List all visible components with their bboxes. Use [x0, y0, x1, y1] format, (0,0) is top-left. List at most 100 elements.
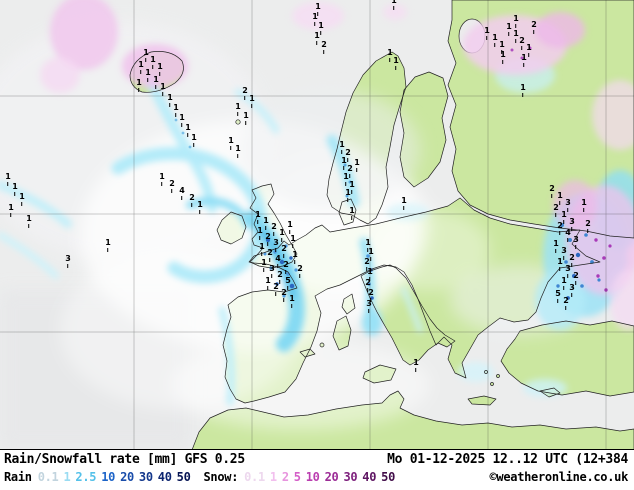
precip-value-marker: 1 [257, 227, 263, 240]
precip-value-marker: 3 [569, 284, 575, 297]
precip-value-marker: 1 [235, 103, 241, 116]
legend-value: 1 [63, 470, 71, 484]
precip-value-marker: 1 [413, 359, 419, 372]
precip-value-marker: 1 [318, 22, 324, 35]
precip-value-marker: 2 [553, 204, 559, 217]
precip-value-marker: 2 [364, 258, 370, 271]
precip-value-marker: 2 [549, 185, 555, 198]
legend-value: 50 [176, 470, 191, 484]
legend-value: 2.5 [75, 470, 97, 484]
precip-value-marker: 1 [136, 79, 142, 92]
precip-value-marker: 1 [367, 268, 373, 281]
legend-value: 30 [343, 470, 358, 484]
precip-value-marker: 1 [249, 95, 255, 108]
precip-value-marker: 1 [235, 145, 241, 158]
legend-value: 5 [293, 470, 301, 484]
precip-value-marker: 1 [401, 197, 407, 210]
legend-rain-values: 0.1 1 2.5 10 20 30 40 50 [38, 470, 196, 484]
precip-value-marker: 1 [365, 239, 371, 252]
legend-value: 20 [120, 470, 134, 484]
precip-value-marker: 1 [263, 217, 269, 230]
legend-value: 50 [381, 470, 396, 484]
legend-value: 10 [101, 470, 116, 484]
precip-value-marker: 1 [553, 240, 559, 253]
precip-value-marker: 1 [339, 141, 345, 154]
grid-lines [0, 0, 634, 449]
precip-value-marker: 1 [341, 157, 347, 170]
precip-value-marker: 2 [557, 222, 563, 235]
precip-value-marker: 2 [345, 149, 351, 162]
precip-value-marker: 1 [185, 124, 191, 137]
precip-value-marker: 1 [279, 229, 285, 242]
precip-value-marker: 1 [506, 23, 512, 36]
precip-value-marker: 1 [19, 193, 25, 206]
precip-value-marker: 1 [8, 204, 14, 217]
precip-value-marker: 2 [283, 261, 289, 274]
precip-value-marker: 1 [484, 27, 490, 40]
precip-value-marker: 1 [265, 277, 271, 290]
precip-value-marker: 1 [290, 235, 296, 248]
precip-value-marker: 1 [159, 173, 165, 186]
precip-value-marker: 2 [531, 21, 537, 34]
precip-value-marker: 2 [277, 271, 283, 284]
precip-value-marker: 1 [167, 94, 173, 107]
precip-value-marker: 3 [565, 265, 571, 278]
precip-value-marker: 1 [138, 61, 144, 74]
precip-value-marker: 1 [26, 215, 32, 228]
precip-value-marker: 1 [561, 277, 567, 290]
precip-value-marker: 5 [555, 290, 561, 303]
map-datetime: Mo 01-12-2025 12..12 UTC (12+384 [387, 452, 628, 467]
copyright: ©weatheronline.co.uk [489, 470, 629, 484]
precip-value-marker: 1 [289, 295, 295, 308]
precip-value-marker: 1 [343, 173, 349, 186]
precip-value-marker: 3 [269, 265, 275, 278]
precip-value-marker: 2 [242, 87, 248, 100]
precip-value-marker: 2 [273, 283, 279, 296]
legend-value: 0.1 [244, 470, 265, 484]
precip-value-marker: 3 [366, 300, 372, 313]
precip-value-marker: 1 [150, 56, 156, 69]
precip-value-marker: 2 [347, 165, 353, 178]
precip-value-marker: 1 [513, 30, 519, 43]
precip-value-marker: 1 [557, 192, 563, 205]
precip-value-marker: 2 [519, 37, 525, 50]
precip-value-marker: 2 [563, 297, 569, 310]
precip-value-marker: 2 [189, 194, 195, 207]
precip-value-marker: 3 [273, 239, 279, 252]
precip-value-marker: 2 [267, 249, 273, 262]
precip-value-marker: 1 [513, 15, 519, 28]
precip-value-marker: 1 [5, 173, 11, 186]
precip-value-marker: 4 [275, 255, 281, 268]
precip-value-marker: 2 [271, 223, 277, 236]
precip-value-marker: 1 [349, 207, 355, 220]
precip-value-marker: 1 [287, 221, 293, 234]
precip-value-marker: 1 [157, 63, 163, 76]
precip-value-marker: 1 [521, 54, 527, 67]
precip-value-marker: 3 [561, 247, 567, 260]
precip-value-marker: 1 [315, 3, 321, 16]
precip-value-marker: 1 [393, 57, 399, 70]
legend-value: 40 [362, 470, 377, 484]
legend-snow-values: 0.1 1 2 5 10 20 30 40 50 [244, 470, 400, 484]
precip-value-marker: 1 [561, 211, 567, 224]
precip-value-marker: 1 [261, 259, 267, 272]
precip-value-marker: 1 [153, 76, 159, 89]
legend-value: 1 [269, 470, 277, 484]
precip-value-marker: 1 [520, 84, 526, 97]
precip-value-marker: 2 [365, 279, 371, 292]
legend-value: 10 [305, 470, 320, 484]
precip-value-marker: 1 [292, 251, 298, 264]
precip-value-marker: 1 [314, 32, 320, 45]
precip-value-marker: 1 [143, 49, 149, 62]
precip-value-marker: 1 [581, 199, 587, 212]
map-title: Rain/Snowfall rate [mm] GFS 0.25 [4, 452, 245, 467]
precip-value-marker: 1 [173, 104, 179, 117]
precip-value-marker: 1 [312, 13, 318, 26]
precip-value-marker: 1 [228, 137, 234, 150]
precip-value-marker: 2 [321, 41, 327, 54]
precip-value-marker: 3 [65, 255, 71, 268]
legend-value: 2 [281, 470, 289, 484]
legend-value: 30 [138, 470, 153, 484]
